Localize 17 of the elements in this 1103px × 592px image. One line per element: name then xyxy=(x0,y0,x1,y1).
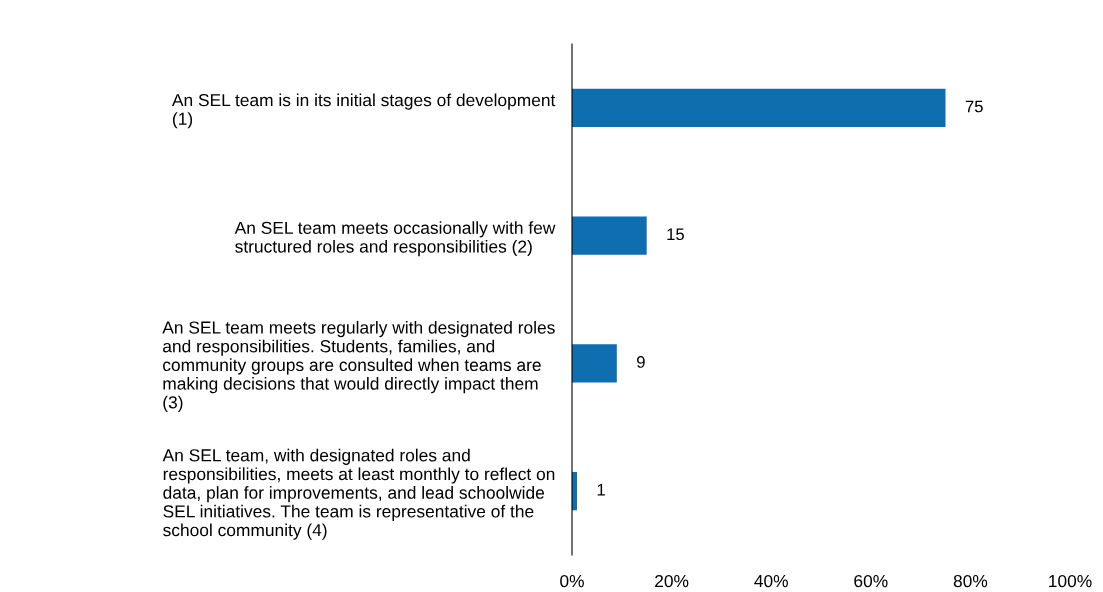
x-tick-label: 40% xyxy=(754,574,788,588)
bar xyxy=(572,344,617,383)
x-tick-label: 20% xyxy=(655,574,689,588)
x-tick-label: 100% xyxy=(1049,574,1092,588)
y-tick-label: An SEL team, with designated roles and responsibilities, meets at least monthly to reflect on data, plan for improvements, and lead schoolwide SEL initiatives. The team is representative of the school community (4) xyxy=(162,448,555,540)
data-label: 15 xyxy=(667,228,684,241)
x-tick-label: 0% xyxy=(560,574,584,588)
y-tick-label: An SEL team meets regularly with designated roles and responsibilities. Students, families, and community groups are consulted when teams are making decisions that would directly impact them (3) xyxy=(162,320,555,412)
bar xyxy=(572,216,647,255)
y-tick-label: An SEL team meets occasionally with few structured roles and responsibilities (2) xyxy=(234,221,556,257)
x-tick-label: 80% xyxy=(953,574,988,588)
x-tick-label: 60% xyxy=(854,574,888,588)
bar xyxy=(572,88,946,128)
data-label: 1 xyxy=(597,483,605,496)
data-label: 75 xyxy=(965,100,983,113)
y-tick-label: An SEL team is in its initial stages of development (1) xyxy=(171,93,556,129)
data-label: 9 xyxy=(637,356,645,368)
